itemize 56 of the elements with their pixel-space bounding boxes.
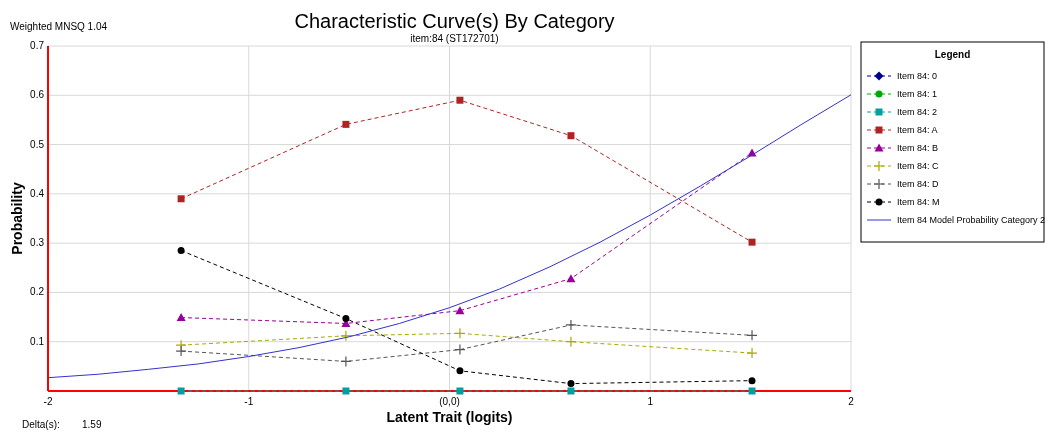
- y-axis-title: Probability: [9, 182, 25, 255]
- chart-title: Characteristic Curve(s) By Category: [294, 10, 615, 32]
- point: [342, 120, 350, 128]
- y-tick-label: 0.1: [30, 335, 45, 347]
- y-tick-label: 0.7: [30, 40, 45, 51]
- legend-label: Item 84 Model Probability Category 2: [897, 215, 1046, 225]
- point: [177, 387, 185, 395]
- x-tick-label: 1: [647, 396, 654, 407]
- point: [567, 132, 575, 140]
- point: [177, 195, 185, 203]
- point: [175, 345, 187, 357]
- legend-label: Item 84: B: [897, 143, 939, 153]
- point: [456, 96, 464, 104]
- point: [748, 377, 756, 385]
- point: [454, 344, 466, 356]
- legend-label: Item 84: 2: [897, 107, 938, 117]
- legend-label: Item 84: M: [897, 197, 940, 207]
- legend-title: Legend: [934, 49, 971, 60]
- text: Delta(s): 1.59: [22, 419, 102, 430]
- text: Weighted MNSQ 1.04: [10, 21, 108, 32]
- point: [566, 274, 576, 283]
- legend-label: Item 84: 1: [897, 89, 938, 99]
- point: [565, 319, 577, 331]
- point: [456, 367, 464, 375]
- x-tick-label: -2: [43, 396, 53, 407]
- point: [342, 315, 350, 323]
- legend-label: Item 84: D: [897, 179, 940, 189]
- point: [342, 387, 350, 395]
- point: [340, 330, 352, 342]
- point: [340, 355, 352, 368]
- point: [748, 387, 756, 395]
- x-axis-title: Latent Trait (logits): [386, 409, 513, 425]
- point: [177, 247, 185, 255]
- legend-label: Item 84: C: [897, 161, 940, 171]
- y-tick-label: 0.2: [30, 286, 45, 298]
- point: [746, 347, 758, 359]
- point: [454, 327, 466, 339]
- point: [565, 336, 577, 348]
- x-tick-label: (0,0): [439, 396, 460, 407]
- point: [176, 313, 186, 322]
- point: [746, 329, 758, 341]
- point: [567, 380, 575, 388]
- y-tick-label: 0.5: [30, 138, 45, 150]
- point: [748, 238, 756, 246]
- x-tick-label: 2: [848, 396, 855, 407]
- legend-label: Item 84: 0: [897, 71, 938, 81]
- y-tick-label: 0.3: [30, 237, 45, 249]
- line-series: [48, 94, 852, 379]
- point: [456, 387, 464, 395]
- legend-label: Item 84: A: [897, 125, 938, 135]
- chart-subtitle: item:84 (ST172701): [410, 33, 499, 44]
- y-tick-label: 0.4: [30, 187, 45, 199]
- y-tick-label: 0.6: [30, 89, 45, 101]
- point: [455, 306, 465, 315]
- x-tick-label: -1: [244, 396, 254, 407]
- point: [567, 387, 575, 395]
